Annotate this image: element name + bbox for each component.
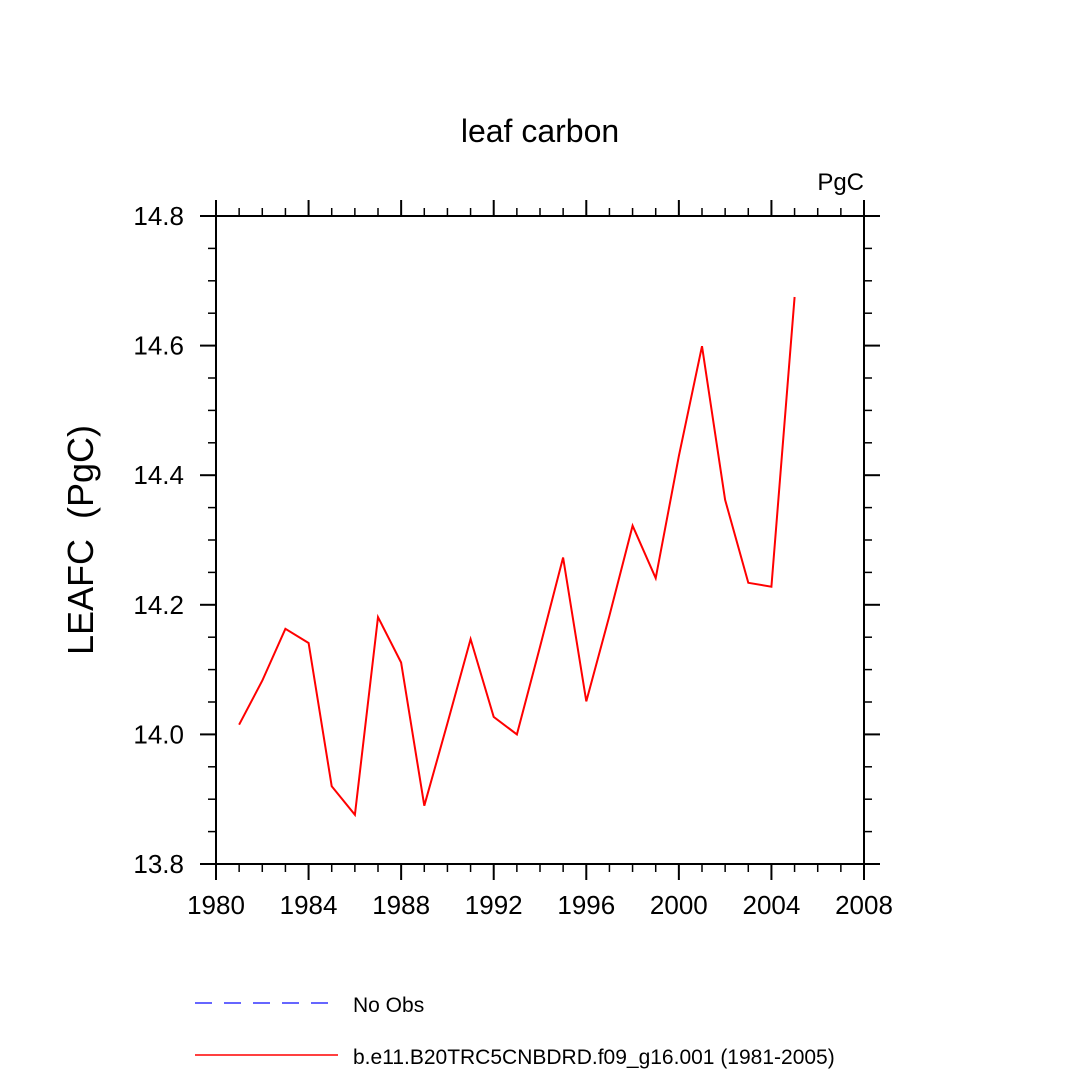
y-tick-label: 14.2 (133, 590, 184, 620)
legend: No Obs b.e11.B20TRC5CNBDRD.f09_g16.001 (… (195, 994, 835, 1069)
axis-tick-labels: 1980 1984 1988 1992 1996 2000 2004 2008 13.8 14.0… (133, 201, 893, 920)
x-tick-label: 2004 (743, 890, 801, 920)
y-tick-label: 14.4 (133, 460, 184, 490)
axis-ticks (200, 200, 880, 880)
y-tick-label: 14.0 (133, 719, 184, 749)
series-layer (238, 296, 796, 818)
x-tick-label: 1992 (465, 890, 523, 920)
series-line-leafc (238, 296, 796, 818)
y-tick-label: 14.6 (133, 331, 184, 361)
units-label: PgC (817, 169, 864, 196)
x-tick-label: 1988 (372, 890, 430, 920)
y-tick-label: 13.8 (133, 849, 184, 879)
legend-label-model: b.e11.B20TRC5CNBDRD.f09_g16.001 (1981-20… (353, 1046, 835, 1069)
x-tick-label: 2008 (835, 890, 893, 920)
x-tick-label: 2000 (650, 890, 708, 920)
legend-label-no-obs: No Obs (353, 994, 424, 1017)
x-tick-label: 1980 (187, 890, 245, 920)
x-tick-label: 1996 (557, 890, 615, 920)
chart-title: leaf carbon (461, 113, 619, 149)
y-tick-label: 14.8 (133, 201, 184, 231)
x-tick-label: 1984 (280, 890, 338, 920)
y-axis-label: LEAFC (PgC) (60, 425, 101, 655)
plot-frame (215, 215, 865, 865)
